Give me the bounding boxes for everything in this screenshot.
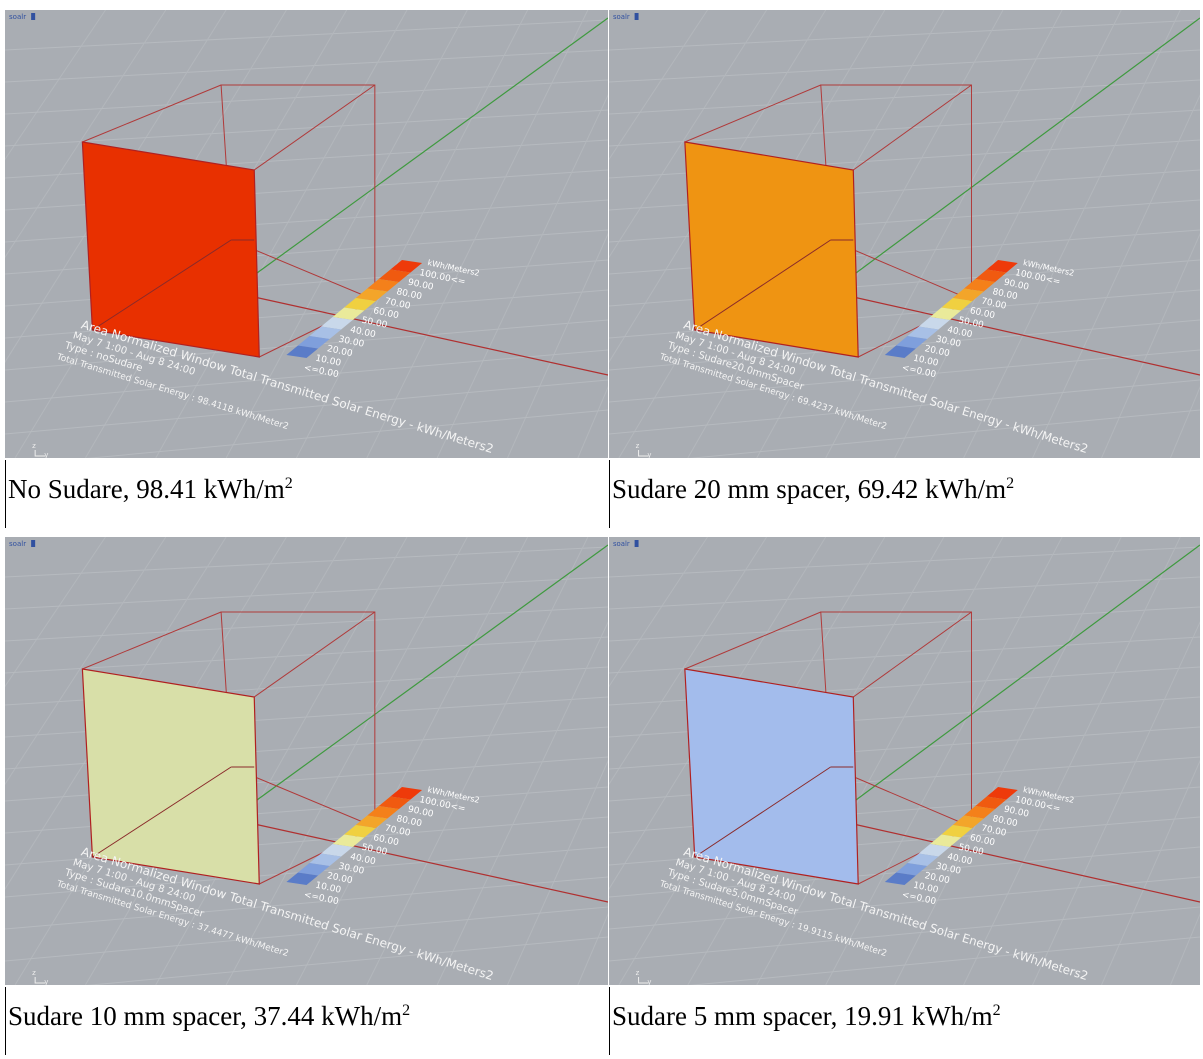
box-edge (254, 85, 375, 170)
grid-line (609, 577, 1200, 609)
viewport-label: soalr (9, 539, 26, 548)
grid-line (5, 110, 608, 146)
box-edge (254, 612, 375, 697)
axis-z: z (32, 968, 36, 977)
viewport-menu (635, 540, 639, 547)
render: kWh/Meters2100.00<=90.0080.0070.0060.005… (5, 537, 608, 985)
grid-line (5, 937, 608, 985)
grid-line (226, 10, 467, 458)
grid-line (826, 10, 1062, 458)
grid-line (226, 537, 467, 985)
box-edge (853, 612, 971, 697)
caption-sup: 2 (993, 1002, 1001, 1019)
caption: Sudare 20 mm spacer, 69.42 kWh/m2 (609, 460, 1200, 528)
grid-line (5, 577, 608, 609)
grid-line (1033, 10, 1200, 458)
viewport: kWh/Meters2100.00<=90.0080.0070.0060.005… (609, 537, 1200, 985)
box-edge (685, 612, 821, 669)
green-axis (853, 18, 1200, 275)
page: kWh/Meters2100.00<=90.0080.0070.0060.005… (0, 0, 1203, 1059)
grid-line (437, 537, 608, 985)
green-axis (853, 545, 1200, 802)
grid-line (578, 537, 608, 985)
grid-line (1170, 10, 1200, 458)
axis-y: y (647, 451, 651, 458)
caption-text: Sudare 10 mm spacer, 37.44 kWh/m (8, 1001, 402, 1031)
viewport-label: soalr (613, 13, 630, 21)
green-axis (254, 18, 608, 275)
viewport-label: soalr (9, 12, 26, 21)
box-edge (685, 85, 821, 142)
axis-z: z (32, 441, 36, 450)
grid-line (5, 50, 608, 82)
render: kWh/Meters2100.00<=90.0080.0070.0060.005… (609, 10, 1200, 458)
grid-line (578, 10, 608, 458)
box-edge (82, 612, 221, 669)
grid-line (609, 410, 1200, 458)
grid-line (1170, 537, 1200, 985)
box-edge (82, 85, 221, 142)
caption: No Sudare, 98.41 kWh/m2 (5, 460, 608, 528)
caption-text: Sudare 5 mm spacer, 19.91 kWh/m (612, 1001, 993, 1031)
caption-sup: 2 (285, 475, 293, 492)
render: kWh/Meters2100.00<=90.0080.0070.0060.005… (5, 10, 608, 458)
viewport-label: soalr (613, 540, 630, 548)
viewport-menu (31, 540, 35, 547)
axis-z: z (636, 969, 640, 977)
caption: Sudare 10 mm spacer, 37.44 kWh/m2 (5, 987, 608, 1055)
caption: Sudare 5 mm spacer, 19.91 kWh/m2 (609, 987, 1200, 1055)
render: kWh/Meters2100.00<=90.0080.0070.0060.005… (609, 537, 1200, 985)
box-edge (853, 85, 971, 170)
axis-z: z (636, 442, 640, 450)
grid-line (609, 50, 1200, 82)
grid-line (437, 10, 608, 458)
grid-line (1033, 537, 1200, 985)
caption-sup: 2 (402, 1002, 410, 1019)
grid-line (826, 537, 1062, 985)
grid-line (5, 637, 608, 673)
grid-line (609, 937, 1200, 985)
caption-text: Sudare 20 mm spacer, 69.42 kWh/m (612, 474, 1006, 504)
grid-line (609, 637, 1200, 673)
viewport-menu (31, 13, 35, 20)
grid-line (609, 110, 1200, 146)
axis-y: y (44, 977, 48, 985)
viewport: kWh/Meters2100.00<=90.0080.0070.0060.005… (609, 10, 1200, 458)
axis-y: y (44, 450, 48, 458)
caption-sup: 2 (1006, 475, 1014, 492)
viewport-menu (635, 13, 639, 20)
axis-y: y (647, 978, 651, 985)
green-axis (254, 545, 608, 802)
caption-text: No Sudare, 98.41 kWh/m (8, 474, 285, 504)
grid-line (5, 410, 608, 458)
